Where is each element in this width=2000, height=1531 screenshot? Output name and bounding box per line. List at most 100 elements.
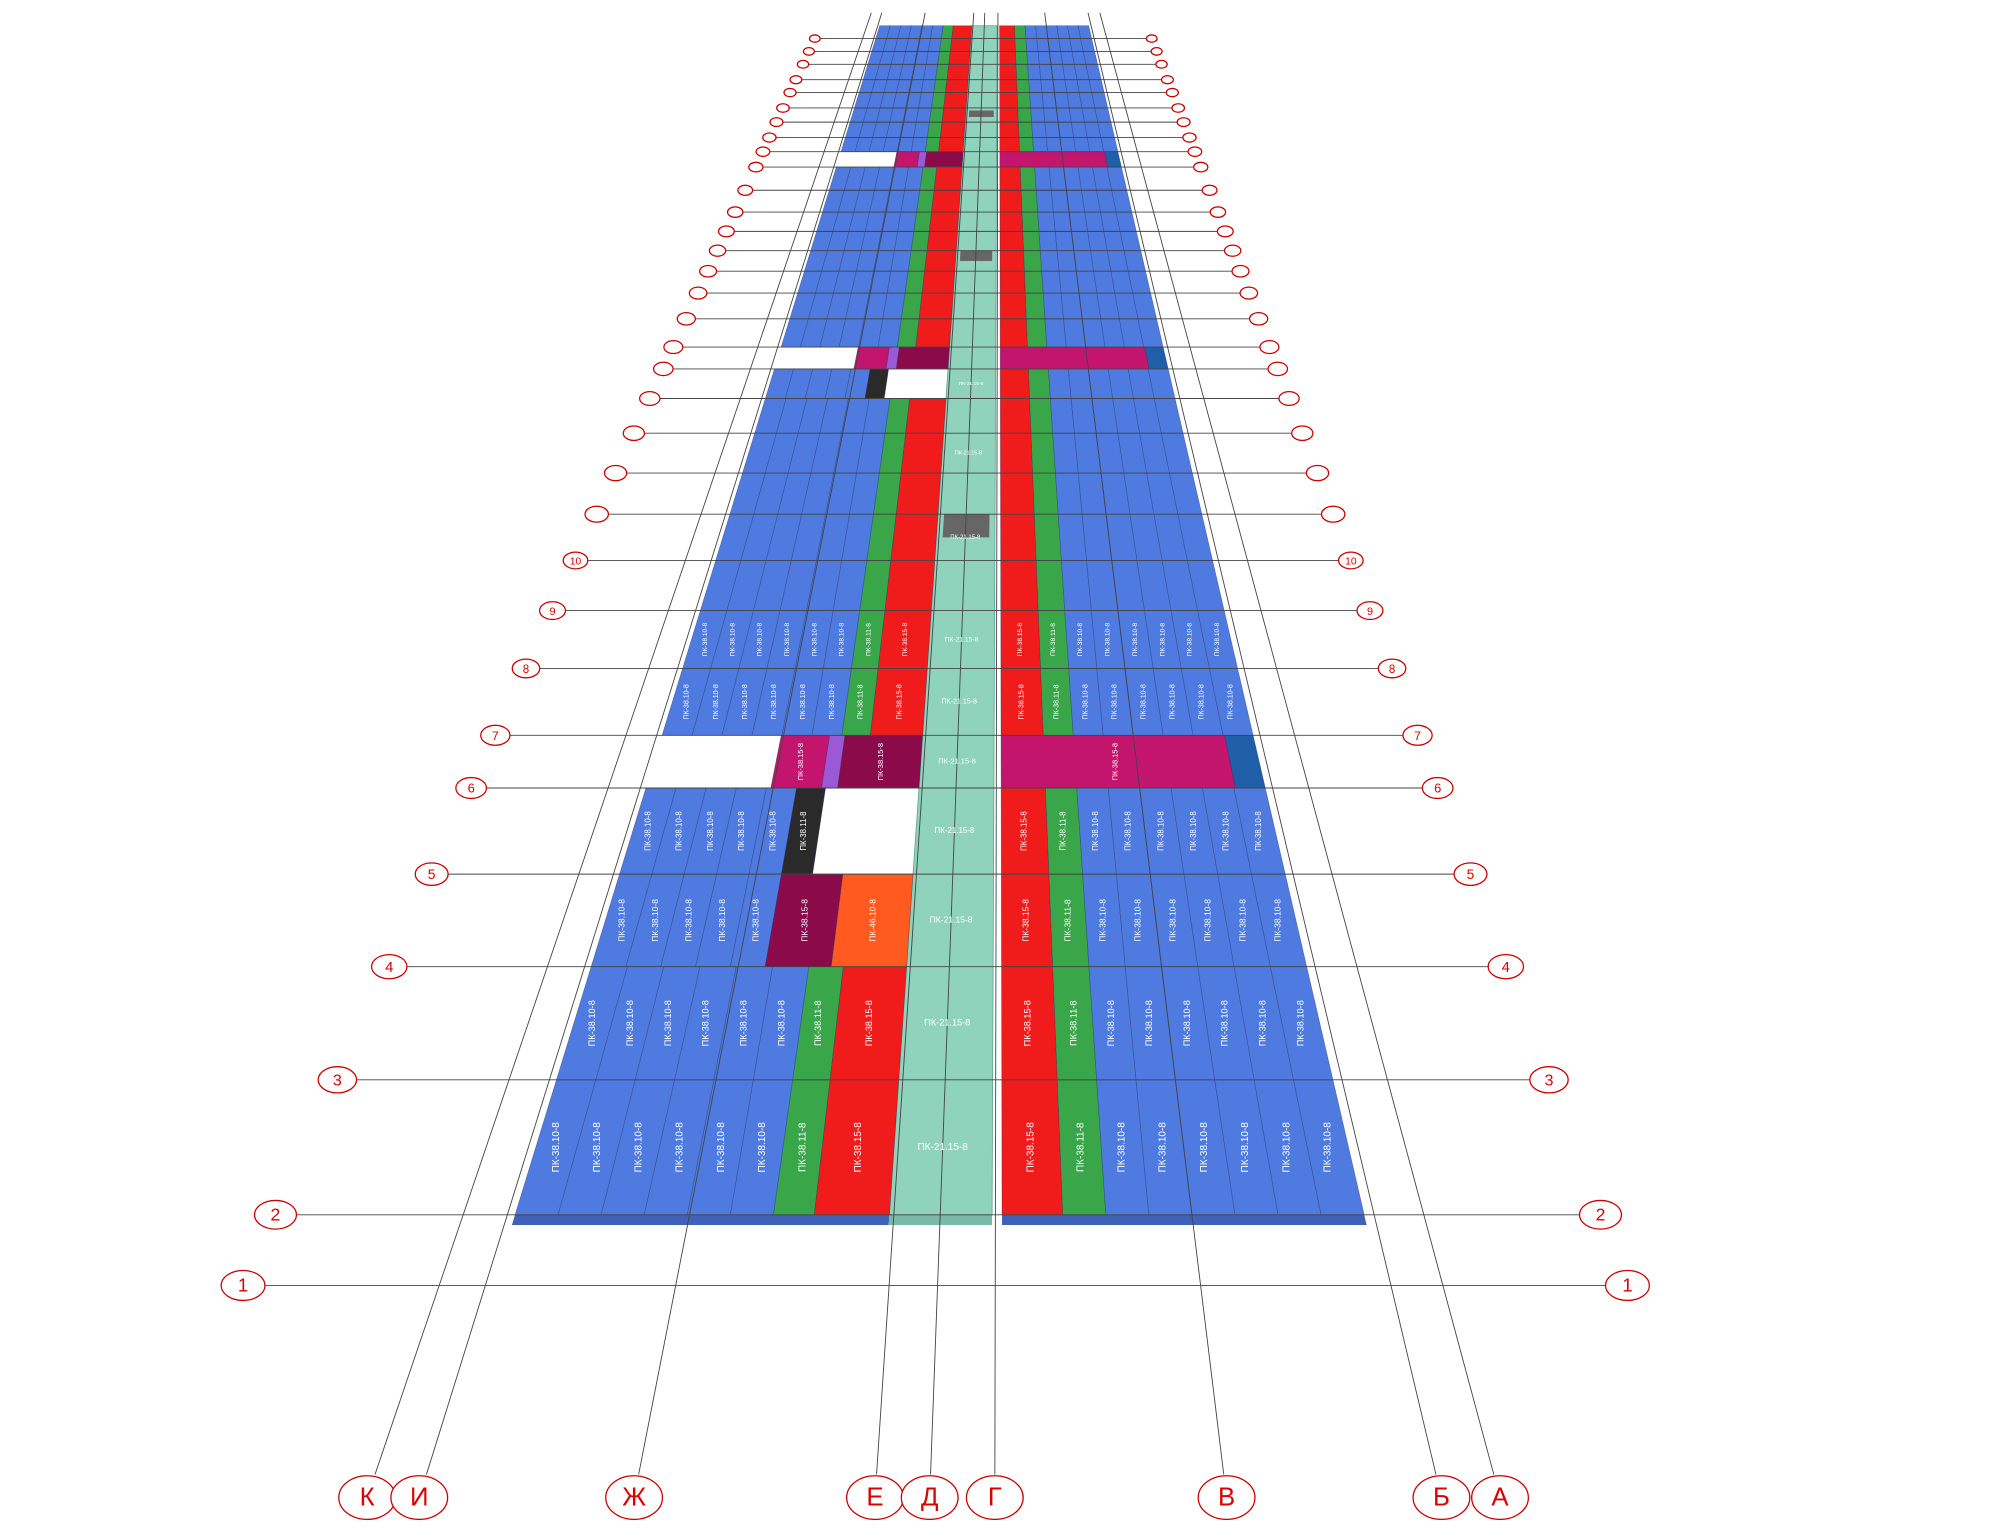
center-slab-label: ПК-21.15-8 — [938, 757, 976, 766]
slab-label: ПК-38.10-8 — [1238, 899, 1248, 942]
slab — [945, 79, 969, 93]
column-axis-label: Ж — [622, 1484, 646, 1512]
slab-label: ПК-38.10-8 — [1140, 684, 1147, 719]
slab — [1068, 211, 1089, 232]
slab-edge — [1002, 1214, 1367, 1226]
column-axis-label: И — [410, 1484, 429, 1512]
slab — [929, 107, 945, 123]
slab — [1067, 368, 1093, 399]
slab — [1091, 92, 1109, 109]
slab-label: ПК-38.10-8 — [757, 623, 764, 657]
slab — [1031, 121, 1047, 138]
column-axis-label: В — [1218, 1484, 1235, 1512]
row-axis-bubble — [663, 339, 684, 355]
row-axis-label: 7 — [492, 729, 499, 743]
slab — [1000, 472, 1035, 515]
center-slab-label: ПК-21.15-8 — [917, 1142, 968, 1153]
row-axis-bubble — [1187, 146, 1203, 157]
row-axis-bubble — [1176, 117, 1191, 128]
row-axis-bubble — [562, 551, 589, 570]
slab-label: ПК-38.10-8 — [737, 811, 746, 851]
column-axis-bubble — [965, 1475, 1024, 1521]
row-axis-label: 8 — [523, 664, 529, 676]
row-axis-bubble — [748, 161, 764, 173]
slab-label: ПК-38.10-8 — [684, 899, 694, 942]
slab-label: ПК-38.10-8 — [675, 1122, 686, 1173]
slab-label: ПК-38.10-8 — [1220, 1000, 1230, 1046]
grid: К И Ж Е Д Г В Б А 1 1 2 2 3 3 4 4 5 5 6 6 7 7 8 8 9 9 10 10 — [220, 12, 1651, 1521]
slab-label: ПК-38.10-8 — [1098, 899, 1108, 942]
slab — [1058, 270, 1080, 294]
column-axis-line — [994, 12, 999, 1475]
row-axis-bubble — [776, 103, 790, 113]
slab — [1015, 63, 1030, 81]
slab — [1048, 368, 1072, 399]
slab — [1040, 79, 1055, 93]
slab — [1061, 560, 1092, 611]
row-axis-bubble — [1529, 1066, 1569, 1094]
column-axis-label: Е — [866, 1484, 883, 1512]
slab — [939, 121, 966, 138]
row-axis-label: 2 — [271, 1205, 281, 1225]
slab — [1052, 79, 1068, 93]
slab — [1019, 166, 1037, 191]
row-axis-bubble — [253, 1199, 298, 1230]
slab — [921, 270, 956, 294]
row-axis-bubble — [414, 862, 449, 886]
slab-label: ПК-38.10-8 — [1105, 623, 1112, 657]
row-axis-label: 1 — [1622, 1275, 1632, 1296]
slab-label: ПК-38.10-8 — [1199, 684, 1206, 719]
slab — [910, 231, 930, 251]
column-axis-label: Г — [988, 1484, 1002, 1512]
row-axis-bubble — [1223, 244, 1242, 257]
slab — [999, 368, 1030, 399]
slab — [999, 166, 1022, 191]
slab-label: ПК-38.10-8 — [587, 1000, 597, 1046]
column-axis-label: К — [360, 1484, 375, 1512]
slab — [1057, 121, 1074, 138]
slab — [915, 107, 932, 123]
center-slab-label: ПК-21.15-8 — [950, 535, 981, 541]
slab — [916, 189, 935, 213]
slab — [1014, 38, 1028, 52]
slab — [1119, 231, 1142, 251]
row-axis-bubble — [480, 724, 511, 746]
slab — [1059, 137, 1077, 153]
slab — [1016, 79, 1030, 93]
slab-label: ПК-38.10-8 — [592, 1122, 603, 1173]
slab-label: ПК-38.10-8 — [702, 623, 709, 657]
slab — [1029, 398, 1054, 434]
slab-label: ПК-38.10-8 — [1170, 684, 1177, 719]
slab-label: ПК-38.10-8 — [1111, 684, 1118, 719]
slab-label: ПК-38.10-8 — [757, 1122, 768, 1173]
slab-label: ПК-38.11-8 — [797, 1122, 808, 1172]
slab-label: ПК-38.10-8 — [1124, 811, 1133, 851]
slab-label: ПК-38.10-8 — [1077, 623, 1084, 657]
row-axis-bubble — [1356, 601, 1384, 621]
slab-label: ПК-38.10-8 — [738, 1000, 748, 1046]
row-axis-bubble — [1578, 1199, 1623, 1230]
slab — [999, 250, 1025, 272]
slab — [920, 79, 936, 93]
slab — [999, 189, 1023, 213]
slab-label: ПК-38.11-8 — [813, 1001, 823, 1046]
row-axis-bubble — [638, 390, 661, 407]
center-slab-label: ПК-21.15-8 — [945, 636, 979, 643]
slab-label: ПК-38.11-8 — [1059, 811, 1068, 851]
slab-label: ПК-38.10-8 — [771, 684, 778, 719]
slab-label: ПК-38.10-8 — [1214, 623, 1221, 657]
slab — [1041, 270, 1062, 294]
center-slab-label: ПК-21.15-8 — [930, 915, 973, 925]
slab-label: ПК-38.11-8 — [1053, 684, 1060, 719]
slab — [918, 92, 935, 109]
slab — [1021, 211, 1040, 232]
slab — [1017, 107, 1032, 123]
slab — [1035, 25, 1049, 39]
slab-label: ПК-38.10-8 — [1295, 1000, 1305, 1046]
center-slab-label: ПК-21.15-8 — [959, 381, 984, 387]
column-axis-bubble — [390, 1475, 449, 1521]
slab — [1024, 25, 1038, 39]
row-axis-bubble — [783, 87, 797, 98]
slab-label: ПК-38.10-8 — [633, 1122, 644, 1173]
slab — [1033, 513, 1062, 561]
